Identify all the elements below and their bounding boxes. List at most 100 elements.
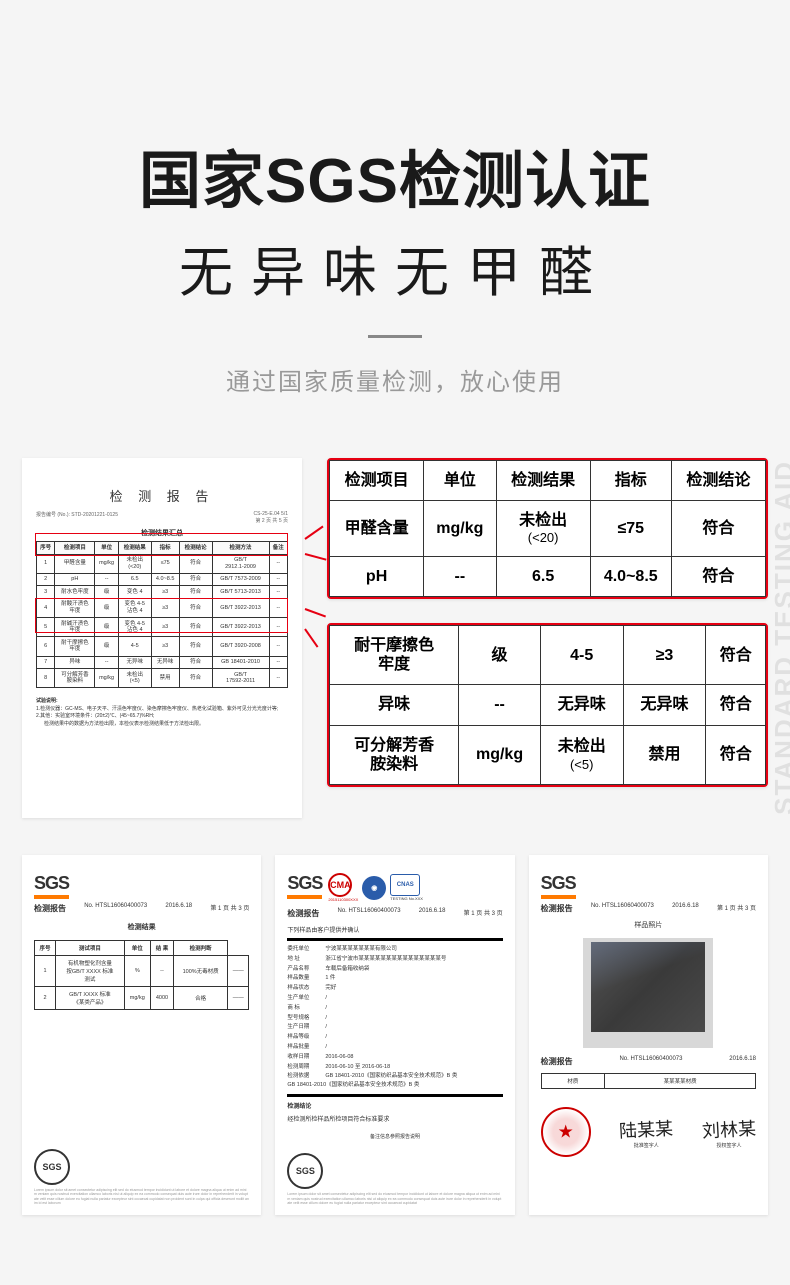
cell: 级 [95, 637, 119, 656]
sgs-report-label: 检测报告 [287, 908, 319, 919]
sgs-logo: SGS [34, 873, 69, 899]
cell: ≥3 [151, 618, 179, 637]
black-bar [287, 938, 502, 941]
info-row: 样品状态完好 [287, 984, 502, 993]
cell: 4-5 [118, 637, 151, 656]
cell: 符合 [179, 573, 212, 586]
cma-number: 2015110300XXX [328, 897, 358, 902]
signature-row: 陆某某 批准签字人 刘林某 授权签字人 [541, 1107, 756, 1157]
cell: ≥3 [623, 626, 706, 685]
cell: GB/T 2912.1-2009 [212, 554, 269, 573]
cell: 2 [37, 573, 55, 586]
table-row: 7异味--无异味无异味符合GB 18401-2010-- [37, 656, 288, 669]
cell: 7 [37, 656, 55, 669]
sgs-page: 第 1 页 共 3 页 [717, 903, 756, 912]
sgs-date: 2016.6.18 [672, 903, 699, 909]
cell: GB/T 7573-2009 [212, 573, 269, 586]
main-report-area: 检 测 报 告 报告编号 (No.): STD-20201221-0125 CS… [22, 458, 768, 818]
col-header: 指标 [590, 461, 671, 501]
sgs2-info-list: 委托单位宁波某某某某某某某有限公司地 址浙江省宁波市某某某某某某某某某某某某某某… [287, 945, 502, 1071]
cell: 未检出 (<20) [118, 554, 151, 573]
sgs-doc-no: No. HTSL16060400073 [84, 903, 147, 909]
cell: 符合 [179, 554, 212, 573]
info-row: 委托单位宁波某某某某某某某有限公司 [287, 945, 502, 954]
cell: 符合 [179, 669, 212, 688]
cell: 级 [95, 586, 119, 599]
sgs2-subtitle: 下列样品由客户提供并确认 [287, 925, 502, 934]
col-header: 检测结果 [496, 461, 590, 501]
conclusion-label: 检测结论 [287, 1101, 502, 1110]
cell: 耐干摩擦色牢度 [330, 626, 459, 685]
report-results-table: 序号检测项目单位检测结果指标检测结论检测方法备注 1甲醛含量mg/kg未检出 (… [36, 541, 288, 688]
table-row: 1有机物塑化剂含量 按GB/T XXXX 标准 测试%--100%无毒材质—— [35, 956, 249, 987]
report-number: 报告编号 (No.): STD-20201221-0125 [36, 511, 118, 524]
cell: 符合 [179, 656, 212, 669]
table-row: 2pH--6.54.0~8.5符合GB/T 7573-2009-- [37, 573, 288, 586]
note-line: 检测结果中的数据为方法检出限，本检仪表示检测结果低于方法检出限。 [44, 721, 288, 729]
cell: 符合 [671, 556, 765, 596]
cell: GB/T 3922-2013 [212, 618, 269, 637]
info-row: 生产日期/ [287, 1023, 502, 1032]
page-subtitle: 无异味无甲醛 [0, 228, 790, 307]
cell: 符合 [706, 685, 766, 725]
info-row: 产品名称车载后备箱收纳袋 [287, 965, 502, 974]
sgs-date: 2016.6.18 [729, 1056, 756, 1062]
info-row: 收样日期2016-06-08 [287, 1053, 502, 1062]
cell: 耐酸汗渍色 牢度 [55, 598, 95, 617]
cell: 变色 4-5 沾色 4 [118, 598, 151, 617]
table-row: 材质某某某某材质 [541, 1074, 755, 1089]
cell: 4.0~8.5 [590, 556, 671, 596]
sgs-page: 第 1 页 共 3 页 [210, 903, 249, 912]
cell: 符合 [179, 598, 212, 617]
testing-label: TESTING No.XXX [390, 896, 423, 901]
cell: 未检出 (<5) [118, 669, 151, 688]
cell: 耐碱汗渍色 牢度 [55, 618, 95, 637]
col-header: 测试项目 [56, 941, 125, 956]
table-row: 2GB/T XXXX 标准 《某类产品》mg/kg4000合格—— [35, 987, 249, 1010]
table-row: 6耐干摩擦色 牢度级4-5≥3符合GB/T 3920-2008-- [37, 637, 288, 656]
table-row: 5耐碱汗渍色 牢度级变色 4-5 沾色 4≥3符合GB/T 3922-2013-… [37, 618, 288, 637]
info-row: 商 标/ [287, 1004, 502, 1013]
info-row: 样品数量1 件 [287, 974, 502, 983]
cell: 禁用 [623, 725, 706, 784]
info-row: 生产单位/ [287, 994, 502, 1003]
sgs-doc-no: No. HTSL16060400073 [338, 908, 401, 914]
cell: -- [95, 656, 119, 669]
cell: 甲醛含量 [330, 501, 424, 557]
sgs-document-3: SGS 检测报告 No. HTSL16060400073 2016.6.18 第… [529, 855, 768, 1215]
sgs-doc-no: No. HTSL16060400073 [619, 1056, 682, 1062]
black-bar [287, 1094, 502, 1097]
cell: 级 [95, 598, 119, 617]
connector-line [304, 628, 318, 647]
cell: 4000 [150, 987, 173, 1010]
cell: -- [269, 656, 287, 669]
cell: -- [269, 573, 287, 586]
cell: mg/kg [95, 669, 119, 688]
sgs-report-label: 检测报告 [541, 903, 573, 914]
cell: 未检出(<20) [496, 501, 590, 557]
sgs3-table: 材质某某某某材质 [541, 1073, 756, 1089]
callout-table-2: 耐干摩擦色牢度级4-5≥3符合异味--无异味无异味符合可分解芳香胺染料mg/kg… [327, 623, 768, 787]
cell: 无异味 [623, 685, 706, 725]
table-row: 可分解芳香胺染料mg/kg未检出(<5)禁用符合 [330, 725, 766, 784]
cell: 禁用 [151, 669, 179, 688]
callout-table-1: 检测项目单位检测结果指标检测结论甲醛含量mg/kg未检出(<20)≤75符合pH… [327, 458, 768, 599]
cell: GB/T XXXX 标准 《某类产品》 [56, 987, 125, 1010]
cell: -- [150, 956, 173, 987]
table-row: 3耐水色牢度级变色 4≥3符合GB/T 5713-2013-- [37, 586, 288, 599]
cell: pH [55, 573, 95, 586]
col-header: 检测结果 [118, 542, 151, 555]
cell: mg/kg [424, 501, 496, 557]
sgs-document-1: SGS 检测报告 No. HTSL16060400073 2016.6.18 第… [22, 855, 261, 1215]
sgs-logo: SGS [541, 873, 576, 899]
col-header: 检测判断 [174, 941, 228, 956]
cell: 无异味 [118, 656, 151, 669]
sgs3-subtitle: 样品照片 [541, 920, 756, 930]
table-row: pH--6.54.0~8.5符合 [330, 556, 766, 596]
cell: -- [269, 637, 287, 656]
cell: 有机物塑化剂含量 按GB/T XXXX 标准 测试 [56, 956, 125, 987]
cell: -- [459, 685, 541, 725]
cell: 5 [37, 618, 55, 637]
connector-line [305, 553, 327, 561]
col-header: 序号 [37, 542, 55, 555]
